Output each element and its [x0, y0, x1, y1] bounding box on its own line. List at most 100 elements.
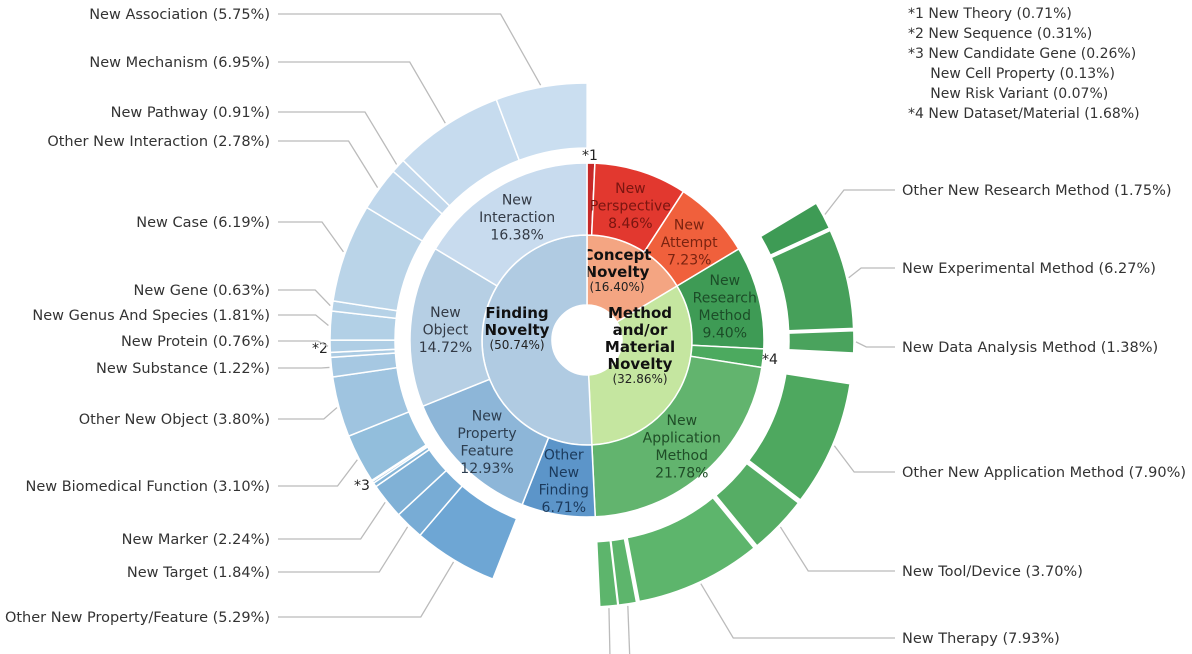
subcategory-label: Finding	[539, 483, 589, 499]
leaf-label: New Marker (2.24%)	[122, 532, 270, 548]
subcategory-label: Object	[423, 322, 469, 338]
leader-line	[278, 61, 446, 124]
subcategory-label: 9.40%	[703, 326, 747, 342]
leader-line	[278, 314, 329, 326]
leader-line	[627, 605, 631, 654]
footnote: *2 New Sequence (0.31%)	[908, 26, 1093, 42]
subcategory-label: 12.93%	[460, 461, 513, 477]
leaf-label: New Experimental Method (6.27%)	[902, 261, 1156, 277]
leader-line	[278, 13, 542, 86]
category-label: Material	[605, 338, 675, 356]
leader-line	[608, 608, 611, 654]
subcategory-label: 6.71%	[542, 500, 586, 516]
footnote: *1 New Theory (0.71%)	[908, 6, 1072, 22]
subcategory-label: Application	[643, 431, 721, 447]
subcategory-label: 8.46%	[608, 216, 652, 232]
leaf-label: New Pathway (0.91%)	[111, 105, 270, 121]
subcategory-label: New	[472, 408, 503, 424]
leaf-label: New Gene (0.63%)	[134, 283, 271, 299]
leaf-segment	[770, 229, 855, 332]
category-label: Novelty	[608, 355, 673, 373]
leaf-label: Other New Application Method (7.90%)	[902, 465, 1186, 481]
category-value: (32.86%)	[612, 372, 667, 386]
leaf-label: New Data Analysis Method (1.38%)	[902, 340, 1158, 356]
leaf-segment	[759, 202, 831, 257]
leaf-label: New Target (1.84%)	[127, 565, 270, 581]
leaf-label: New Substance (1.22%)	[96, 361, 270, 377]
category-label: Novelty	[485, 321, 550, 339]
leaf-segment	[595, 539, 619, 608]
leader-line	[278, 407, 338, 420]
subcategory-label: Method	[699, 308, 752, 324]
subcategory-label: New	[674, 217, 705, 233]
leader-line	[278, 561, 455, 618]
leaf-segment	[747, 372, 851, 501]
leaf-label: New Association (5.75%)	[89, 7, 270, 23]
leader-line	[848, 267, 895, 279]
leaf-segment	[787, 329, 855, 354]
subcategory-label: 21.78%	[655, 466, 708, 482]
subcategory-label: New	[709, 273, 740, 289]
leaf-segment	[626, 496, 756, 603]
subcategory-label: New	[430, 305, 461, 321]
leaf-label: Other New Object (3.80%)	[79, 412, 270, 428]
subcategory-segment	[591, 355, 763, 518]
leader-line	[824, 189, 895, 215]
category-value: (16.40%)	[589, 280, 644, 294]
subcategory-label: 16.38%	[490, 227, 543, 243]
subcategory-label: Perspective	[590, 198, 671, 214]
subcategory-label: Feature	[461, 443, 514, 459]
category-label: Novelty	[585, 263, 650, 281]
leader-line	[278, 111, 398, 165]
category-label: Finding	[485, 304, 548, 322]
subcategory-label: 14.72%	[419, 340, 472, 356]
footnote: *3 New Candidate Gene (0.26%)	[908, 46, 1137, 62]
leader-line	[833, 445, 895, 473]
leaf-label: New Therapy (7.93%)	[902, 631, 1060, 647]
leaf-label: Other New Interaction (2.78%)	[47, 134, 270, 150]
subcategory-label: New	[502, 192, 533, 208]
category-label: Method	[608, 304, 672, 322]
leaf-label: New Mechanism (6.95%)	[89, 55, 270, 71]
leaf-label: Other New Research Method (1.75%)	[902, 183, 1172, 199]
marker-label: *2	[312, 341, 328, 357]
marker-label: *4	[762, 352, 778, 368]
leaf-label: New Protein (0.76%)	[121, 334, 270, 350]
leader-line	[278, 526, 409, 573]
marker-label: *1	[582, 148, 598, 164]
leader-line	[779, 526, 895, 572]
leader-line	[855, 341, 895, 348]
leaf-label: New Biomedical Function (3.10%)	[25, 479, 270, 495]
marker-label: *3	[354, 478, 370, 494]
leaf-label: Other New Property/Feature (5.29%)	[5, 610, 270, 626]
category-label: and/or	[613, 321, 668, 339]
leader-line	[278, 340, 329, 347]
category-value: (50.74%)	[489, 338, 544, 352]
footnote: New Risk Variant (0.07%)	[908, 86, 1109, 102]
subcategory-label: New	[615, 181, 646, 197]
footnote: New Cell Property (0.13%)	[908, 66, 1115, 82]
subcategory-label: 7.23%	[667, 252, 711, 268]
footnote: *4 New Dataset/Material (1.68%)	[908, 106, 1140, 122]
leaf-label: New Tool/Device (3.70%)	[902, 564, 1083, 580]
leader-line	[700, 583, 895, 639]
category-label: Concept	[583, 246, 652, 264]
subcategory-label: Interaction	[479, 210, 555, 226]
subcategory-label: Research	[693, 291, 757, 307]
subcategory-label: Attempt	[661, 235, 718, 251]
leader-line	[278, 221, 344, 253]
leaf-segment	[714, 462, 800, 547]
leader-line	[278, 459, 358, 487]
subcategory-segment	[434, 162, 588, 287]
leaf-segment	[495, 82, 588, 162]
subcategory-label: New	[666, 413, 697, 429]
leaf-label: New Genus And Species (1.81%)	[32, 308, 270, 324]
subcategory-label: Property	[457, 426, 516, 442]
leader-line	[278, 289, 331, 307]
leaf-label: New Case (6.19%)	[136, 215, 270, 231]
leader-line	[278, 140, 379, 188]
subcategory-label: Method	[656, 448, 709, 464]
subcategory-label: New	[549, 465, 580, 481]
leader-line	[278, 366, 330, 369]
